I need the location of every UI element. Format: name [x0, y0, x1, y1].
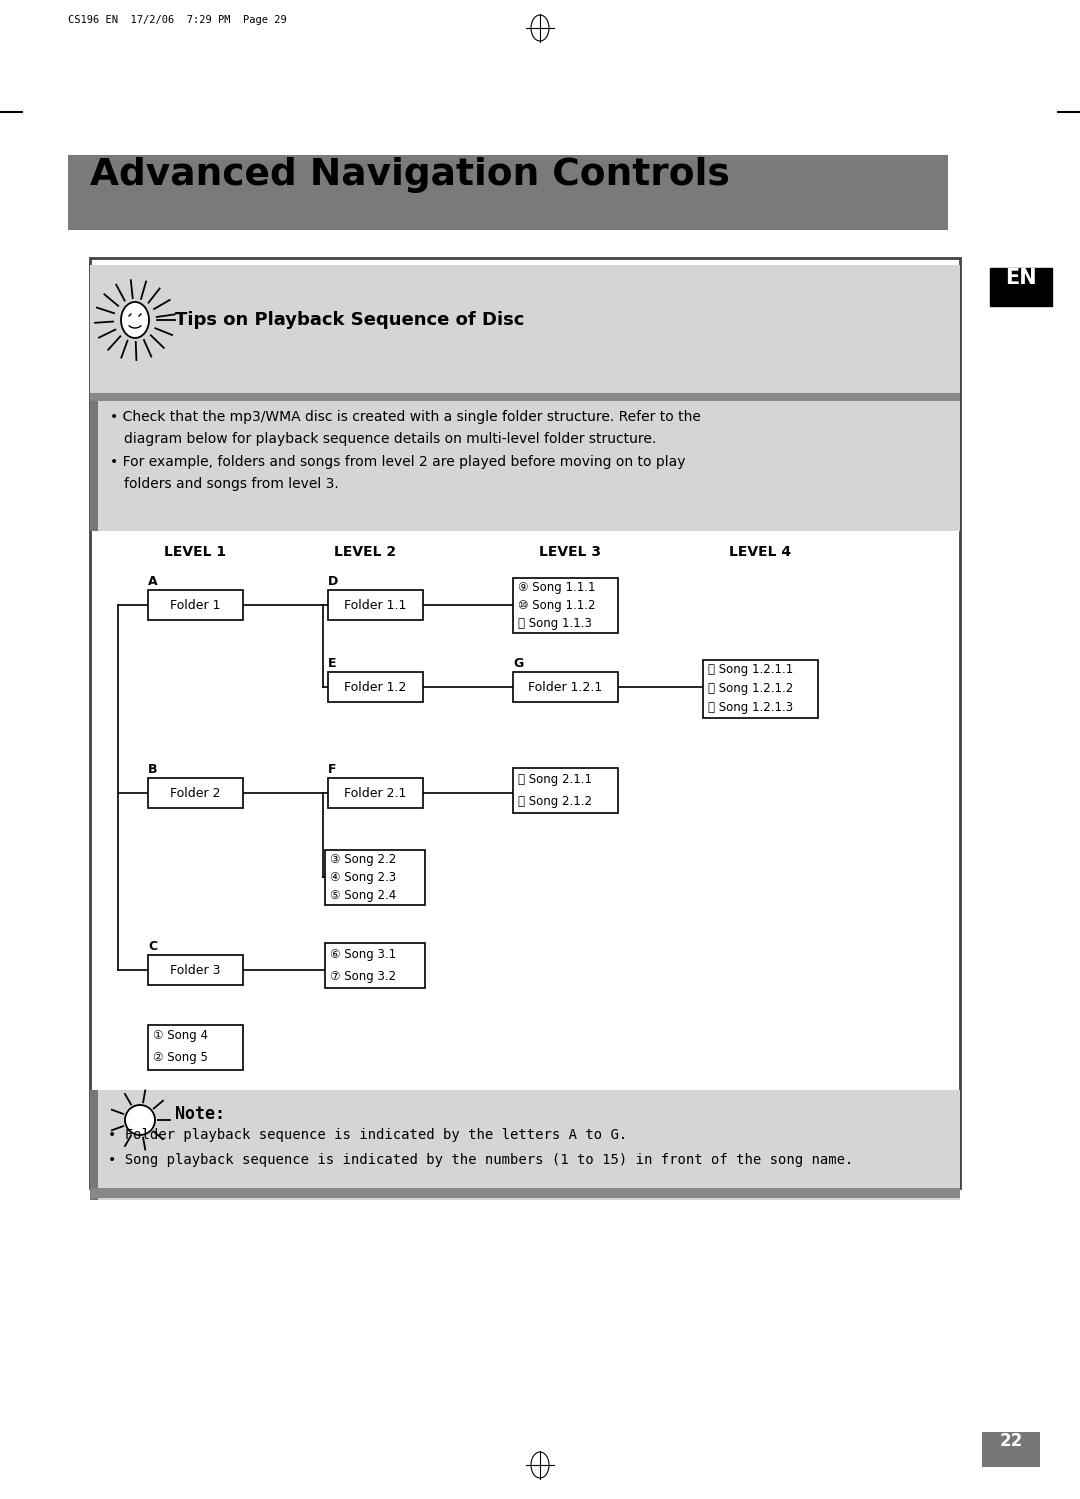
Text: • For example, folders and songs from level 2 are played before moving on to pla: • For example, folders and songs from le…: [110, 456, 686, 469]
Text: D: D: [328, 576, 338, 588]
Text: Advanced Navigation Controls: Advanced Navigation Controls: [90, 157, 730, 193]
FancyBboxPatch shape: [328, 778, 423, 808]
FancyBboxPatch shape: [325, 943, 426, 988]
FancyBboxPatch shape: [328, 591, 423, 621]
Text: 22: 22: [999, 1432, 1023, 1450]
Text: Tips on Playback Sequence of Disc: Tips on Playback Sequence of Disc: [175, 310, 525, 328]
FancyBboxPatch shape: [328, 672, 423, 702]
Text: ⑥ Song 3.1: ⑥ Song 3.1: [330, 947, 396, 961]
Text: ⑭ Song 1.2.1.2: ⑭ Song 1.2.1.2: [708, 682, 793, 694]
Text: ⑦ Song 3.2: ⑦ Song 3.2: [330, 970, 396, 982]
Text: Folder 1.1: Folder 1.1: [343, 598, 406, 612]
FancyBboxPatch shape: [90, 265, 960, 396]
Text: Folder 2.1: Folder 2.1: [343, 787, 406, 799]
Text: LEVEL 2: LEVEL 2: [334, 546, 396, 559]
Text: F: F: [328, 763, 337, 776]
Text: diagram below for playback sequence details on multi-level folder structure.: diagram below for playback sequence deta…: [124, 432, 657, 447]
FancyBboxPatch shape: [513, 672, 618, 702]
Text: • Song playback sequence is indicated by the numbers (1 to 15) in front of the s: • Song playback sequence is indicated by…: [108, 1153, 853, 1168]
Text: Note:: Note:: [175, 1105, 225, 1123]
FancyBboxPatch shape: [513, 767, 618, 812]
Text: • Check that the mp3/WMA disc is created with a single folder structure. Refer t: • Check that the mp3/WMA disc is created…: [110, 411, 701, 424]
FancyBboxPatch shape: [90, 402, 960, 531]
Text: ⑤ Song 2.4: ⑤ Song 2.4: [330, 889, 396, 901]
Text: • Folder playback sequence is indicated by the letters A to G.: • Folder playback sequence is indicated …: [108, 1129, 627, 1142]
Text: ⑪ Song 2.1.1: ⑪ Song 2.1.1: [518, 772, 592, 785]
Text: folders and songs from level 3.: folders and songs from level 3.: [124, 477, 339, 492]
FancyBboxPatch shape: [703, 660, 818, 718]
FancyBboxPatch shape: [990, 268, 1052, 306]
Text: ④ Song 2.3: ④ Song 2.3: [330, 871, 396, 883]
FancyBboxPatch shape: [325, 850, 426, 905]
Text: E: E: [328, 657, 337, 670]
Text: G: G: [513, 657, 523, 670]
Text: CS196 EN  17/2/06  7:29 PM  Page 29: CS196 EN 17/2/06 7:29 PM Page 29: [68, 15, 287, 25]
FancyBboxPatch shape: [148, 778, 243, 808]
FancyBboxPatch shape: [148, 591, 243, 621]
Text: ⑪ Song 1.1.3: ⑪ Song 1.1.3: [518, 616, 592, 630]
Text: ② Song 5: ② Song 5: [153, 1051, 207, 1064]
FancyBboxPatch shape: [90, 1090, 960, 1201]
FancyBboxPatch shape: [513, 579, 618, 633]
Text: LEVEL 4: LEVEL 4: [729, 546, 791, 559]
Circle shape: [125, 1105, 156, 1135]
Text: ⑮ Song 1.2.1.3: ⑮ Song 1.2.1.3: [708, 700, 793, 714]
Text: ① Song 4: ① Song 4: [153, 1030, 208, 1042]
FancyBboxPatch shape: [982, 1432, 1040, 1468]
Ellipse shape: [121, 301, 149, 337]
Text: Folder 1.2.1: Folder 1.2.1: [528, 681, 603, 694]
Text: Folder 3: Folder 3: [170, 964, 220, 976]
FancyBboxPatch shape: [90, 1189, 960, 1198]
Text: ⑫ Song 2.1.2: ⑫ Song 2.1.2: [518, 794, 592, 808]
FancyBboxPatch shape: [90, 258, 960, 1189]
Text: EN: EN: [1005, 268, 1037, 288]
Text: Folder 1: Folder 1: [170, 598, 220, 612]
FancyBboxPatch shape: [90, 1090, 98, 1201]
Text: LEVEL 3: LEVEL 3: [539, 546, 600, 559]
Text: Folder 1.2: Folder 1.2: [343, 681, 406, 694]
FancyBboxPatch shape: [148, 955, 243, 985]
FancyBboxPatch shape: [148, 1025, 243, 1070]
FancyBboxPatch shape: [68, 154, 948, 229]
Text: ③ Song 2.2: ③ Song 2.2: [330, 853, 396, 865]
Text: Folder 2: Folder 2: [170, 787, 220, 799]
Text: C: C: [148, 940, 157, 953]
FancyBboxPatch shape: [90, 402, 98, 531]
Text: A: A: [148, 576, 158, 588]
Text: ⑬ Song 1.2.1.1: ⑬ Song 1.2.1.1: [708, 663, 793, 676]
Text: ⑨ Song 1.1.1: ⑨ Song 1.1.1: [518, 580, 595, 594]
Text: ⑩ Song 1.1.2: ⑩ Song 1.1.2: [518, 598, 595, 612]
Text: B: B: [148, 763, 158, 776]
Text: LEVEL 1: LEVEL 1: [164, 546, 226, 559]
FancyBboxPatch shape: [90, 393, 960, 402]
